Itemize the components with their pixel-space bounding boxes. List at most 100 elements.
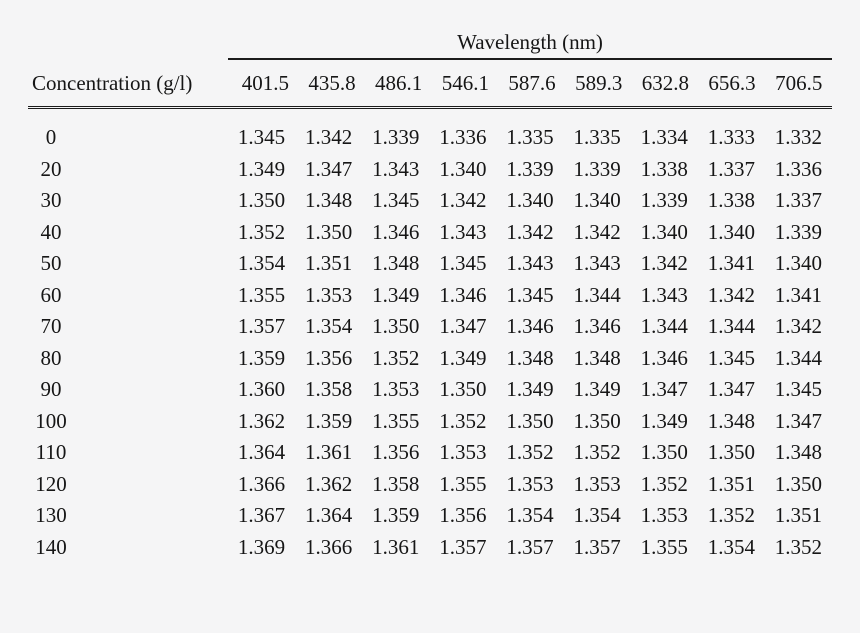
value-cell: 1.355 <box>372 408 420 433</box>
value-cell: 1.337 <box>707 156 755 181</box>
row-values: 1.345 1.342 1.339 1.336 1.335 1.335 1.334 1.333… <box>228 125 832 150</box>
value-cell: 1.356 <box>305 345 353 370</box>
wavelength-group-header: Wavelength (nm) <box>228 20 832 60</box>
wavelength-group-label: Wavelength (nm) <box>457 30 603 54</box>
value-cell: 1.350 <box>640 440 688 465</box>
value-cell: 1.352 <box>372 345 420 370</box>
value-cell: 1.358 <box>305 377 353 402</box>
value-cell: 1.335 <box>506 125 554 150</box>
concentration-cell: 90 <box>40 377 62 402</box>
value-cell: 1.355 <box>439 471 487 496</box>
value-cell: 1.352 <box>707 503 755 528</box>
value-cell: 1.350 <box>774 471 823 496</box>
value-cell: 1.355 <box>237 282 286 307</box>
table-row: 100 1.362 1.359 1.355 1.352 1.350 1.350 1.349 1… <box>28 406 832 438</box>
concentration-cell-wrap: 40 <box>28 220 228 245</box>
value-cell: 1.349 <box>506 377 554 402</box>
value-cell: 1.353 <box>573 471 621 496</box>
value-cell: 1.336 <box>439 125 487 150</box>
wavelength-header-cell: 546.1 <box>441 70 489 95</box>
wavelength-header-cell: 486.1 <box>375 70 423 95</box>
concentration-cell-wrap: 50 <box>28 251 228 276</box>
concentration-cell: 140 <box>35 534 67 559</box>
value-cell: 1.357 <box>439 534 487 559</box>
value-cell: 1.343 <box>439 219 487 244</box>
row-values: 1.362 1.359 1.355 1.352 1.350 1.350 1.349 1.348… <box>228 409 832 434</box>
concentration-cell: 110 <box>35 440 67 465</box>
value-cell: 1.350 <box>506 408 554 433</box>
concentration-cell: 60 <box>40 282 62 307</box>
spanner-spacer <box>28 20 228 60</box>
value-cell: 1.357 <box>573 534 621 559</box>
concentration-cell: 100 <box>35 408 67 433</box>
concentration-cell: 20 <box>40 156 62 181</box>
value-cell: 1.346 <box>640 345 688 370</box>
value-cell: 1.344 <box>573 282 621 307</box>
value-cell: 1.356 <box>372 440 420 465</box>
value-cell: 1.353 <box>305 282 353 307</box>
value-cell: 1.354 <box>237 251 286 276</box>
concentration-column-header: Concentration (g/l) <box>32 70 193 95</box>
value-cell: 1.337 <box>774 188 823 213</box>
row-values: 1.359 1.356 1.352 1.349 1.348 1.348 1.346 1.345… <box>228 346 832 371</box>
table-body: 0 1.345 1.342 1.339 1.336 1.335 1.335 1.334 1.3… <box>28 109 832 563</box>
concentration-cell-wrap: 110 <box>28 440 228 465</box>
row-values: 1.352 1.350 1.346 1.343 1.342 1.342 1.340 1.340… <box>228 220 832 245</box>
value-cell: 1.359 <box>237 345 286 370</box>
value-cell: 1.350 <box>305 219 353 244</box>
table-row: 40 1.352 1.350 1.346 1.343 1.342 1.342 1.340 1.… <box>28 217 832 249</box>
value-cell: 1.369 <box>237 534 286 559</box>
value-cell: 1.361 <box>305 440 353 465</box>
table-row: 130 1.367 1.364 1.359 1.356 1.354 1.354 1.353 1… <box>28 500 832 532</box>
value-cell: 1.340 <box>439 156 487 181</box>
value-cell: 1.351 <box>774 503 823 528</box>
value-cell: 1.342 <box>305 125 353 150</box>
value-cell: 1.342 <box>439 188 487 213</box>
concentration-cell-wrap: 20 <box>28 157 228 182</box>
value-cell: 1.341 <box>774 282 823 307</box>
value-cell: 1.344 <box>774 345 823 370</box>
value-cell: 1.345 <box>439 251 487 276</box>
table-row: 110 1.364 1.361 1.356 1.353 1.352 1.352 1.350 1… <box>28 437 832 469</box>
table-row: 70 1.357 1.354 1.350 1.347 1.346 1.346 1.344 1.… <box>28 311 832 343</box>
value-cell: 1.348 <box>506 345 554 370</box>
table-row: 60 1.355 1.353 1.349 1.346 1.345 1.344 1.343 1.… <box>28 280 832 312</box>
value-cell: 1.349 <box>439 345 487 370</box>
table-row: 50 1.354 1.351 1.348 1.345 1.343 1.343 1.342 1.… <box>28 248 832 280</box>
value-cell: 1.356 <box>439 503 487 528</box>
value-cell: 1.339 <box>640 188 688 213</box>
value-cell: 1.347 <box>640 377 688 402</box>
value-cell: 1.353 <box>372 377 420 402</box>
value-cell: 1.350 <box>707 440 755 465</box>
value-cell: 1.358 <box>372 471 420 496</box>
wavelength-header-cells: 401.5 435.8 486.1 546.1 587.6 589.3 632.… <box>232 71 832 96</box>
value-cell: 1.346 <box>506 314 554 339</box>
table-row: 0 1.345 1.342 1.339 1.336 1.335 1.335 1.334 1.3… <box>28 122 832 154</box>
value-cell: 1.333 <box>707 125 755 150</box>
value-cell: 1.340 <box>707 219 755 244</box>
row-values: 1.355 1.353 1.349 1.346 1.345 1.344 1.343 1.342… <box>228 283 832 308</box>
value-cell: 1.339 <box>573 156 621 181</box>
concentration-cell: 70 <box>40 314 62 339</box>
concentration-cell: 130 <box>35 503 67 528</box>
concentration-cell-wrap: 80 <box>28 346 228 371</box>
value-cell: 1.348 <box>707 408 755 433</box>
table-row: 120 1.366 1.362 1.358 1.355 1.353 1.353 1.352 1… <box>28 469 832 501</box>
concentration-cell-wrap: 0 <box>28 125 228 150</box>
value-cell: 1.342 <box>640 251 688 276</box>
value-cell: 1.350 <box>372 314 420 339</box>
concentration-cell: 0 <box>45 125 57 150</box>
concentration-cell: 30 <box>40 188 62 213</box>
value-cell: 1.345 <box>506 282 554 307</box>
value-cell: 1.360 <box>237 377 286 402</box>
value-cell: 1.366 <box>305 534 353 559</box>
value-cell: 1.346 <box>439 282 487 307</box>
value-cell: 1.354 <box>506 503 554 528</box>
value-cell: 1.350 <box>439 377 487 402</box>
value-cell: 1.355 <box>640 534 688 559</box>
value-cell: 1.349 <box>237 156 286 181</box>
value-cell: 1.353 <box>640 503 688 528</box>
wavelength-header-cell: 706.5 <box>775 70 823 95</box>
value-cell: 1.366 <box>237 471 286 496</box>
value-cell: 1.345 <box>372 188 420 213</box>
